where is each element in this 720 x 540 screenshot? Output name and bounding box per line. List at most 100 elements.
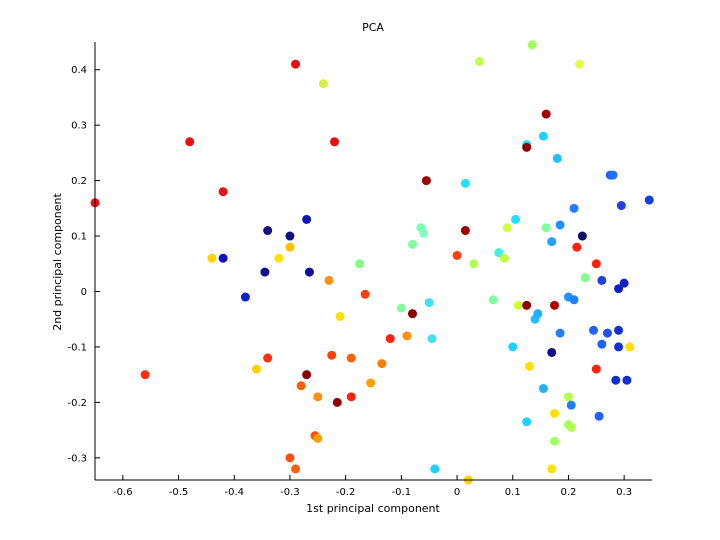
scatter-point: [572, 242, 582, 252]
scatter-point: [252, 364, 262, 374]
y-tick-label: 0.1: [71, 232, 87, 243]
scatter-point: [419, 228, 429, 238]
scatter-point: [207, 253, 217, 263]
scatter-point: [608, 170, 618, 180]
scatter-point: [527, 40, 537, 50]
y-tick-label: -0.2: [67, 398, 87, 409]
x-tick-label: -0.4: [224, 487, 244, 498]
scatter-point: [522, 300, 532, 310]
scatter-point: [566, 400, 576, 410]
scatter-point: [452, 250, 462, 260]
scatter-point: [488, 295, 498, 305]
scatter-point: [591, 364, 601, 374]
scatter-point: [547, 464, 557, 474]
axes-layer: [94, 42, 652, 481]
scatter-point: [407, 239, 417, 249]
scatter-point: [240, 292, 250, 302]
scatter-point: [302, 370, 312, 380]
x-tick-label: 0.1: [505, 487, 521, 498]
x-tick-label: 0: [454, 487, 460, 498]
y-tick-label: 0.3: [71, 121, 87, 132]
scatter-point: [619, 278, 629, 288]
scatter-point: [335, 311, 345, 321]
scatter-point: [285, 453, 295, 463]
scatter-point: [185, 137, 195, 147]
scatter-point: [524, 361, 534, 371]
scatter-point: [538, 384, 548, 394]
scatter-point: [430, 464, 440, 474]
scatter-point: [346, 392, 356, 402]
scatter-point: [360, 289, 370, 299]
scatter-point: [569, 203, 579, 213]
scatter-point: [644, 195, 654, 205]
x-tick-label: 0.2: [560, 487, 576, 498]
scatter-point: [324, 275, 334, 285]
y-tick-label: -0.1: [67, 342, 87, 353]
scatter-point: [407, 309, 417, 319]
scatter-point: [552, 153, 562, 163]
scatter-point: [327, 350, 337, 360]
scatter-point: [550, 408, 560, 418]
scatter-point: [263, 353, 273, 363]
scatter-point: [569, 295, 579, 305]
x-tick-label: -0.3: [280, 487, 300, 498]
scatter-point: [511, 214, 521, 224]
scatter-point: [355, 259, 365, 269]
scatter-point: [291, 59, 301, 69]
points-layer: [90, 40, 654, 485]
scatter-point: [313, 433, 323, 443]
scatter-point: [508, 342, 518, 352]
y-tick-label: 0.4: [71, 65, 87, 76]
x-tick-label: -0.2: [336, 487, 356, 498]
x-tick-label: -0.6: [113, 487, 133, 498]
scatter-point: [589, 325, 599, 335]
scatter-point: [396, 303, 406, 313]
x-tick-label: 0.3: [616, 487, 632, 498]
scatter-point: [421, 176, 431, 186]
scatter-point: [474, 56, 484, 66]
scatter-point: [550, 300, 560, 310]
x-tick-label: -0.5: [169, 487, 189, 498]
scatter-point: [285, 242, 295, 252]
scatter-point: [538, 131, 548, 141]
scatter-point: [575, 59, 585, 69]
scatter-point: [563, 392, 573, 402]
scatter-point: [594, 411, 604, 421]
scatter-point: [427, 334, 437, 344]
scatter-point: [377, 359, 387, 369]
y-ticks: -0.3 -0.2 -0.1 0 0.1 0.2 0.3 0.4: [67, 65, 100, 464]
scatter-point: [218, 253, 228, 263]
scatter-point: [469, 259, 479, 269]
scatter-point: [547, 347, 557, 357]
scatter-point: [291, 464, 301, 474]
scatter-point: [402, 331, 412, 341]
scatter-point: [580, 273, 590, 283]
scatter-point: [611, 375, 621, 385]
scatter-point: [614, 342, 624, 352]
scatter-point: [296, 381, 306, 391]
scatter-point: [597, 275, 607, 285]
scatter-point: [424, 298, 434, 308]
y-tick-label: 0: [81, 287, 87, 298]
scatter-point: [218, 187, 228, 197]
scatter-point: [263, 226, 273, 236]
scatter-point: [304, 267, 314, 277]
scatter-point: [547, 237, 557, 247]
y-tick-label: 0.2: [71, 176, 87, 187]
x-ticks: -0.6 -0.5 -0.4 -0.3 -0.2 -0.1 0 0.1 0.2 0.3: [113, 475, 632, 498]
scatter-point: [616, 201, 626, 211]
x-tick-label: -0.1: [392, 487, 412, 498]
scatter-point: [550, 436, 560, 446]
scatter-point: [346, 353, 356, 363]
scatter-point: [577, 231, 587, 241]
scatter-point: [330, 137, 340, 147]
scatter-point: [555, 220, 565, 230]
scatter-point: [140, 370, 150, 380]
scatter-point: [591, 259, 601, 269]
scatter-point: [597, 339, 607, 349]
scatter-point: [285, 231, 295, 241]
scatter-point: [313, 392, 323, 402]
scatter-point: [332, 397, 342, 407]
